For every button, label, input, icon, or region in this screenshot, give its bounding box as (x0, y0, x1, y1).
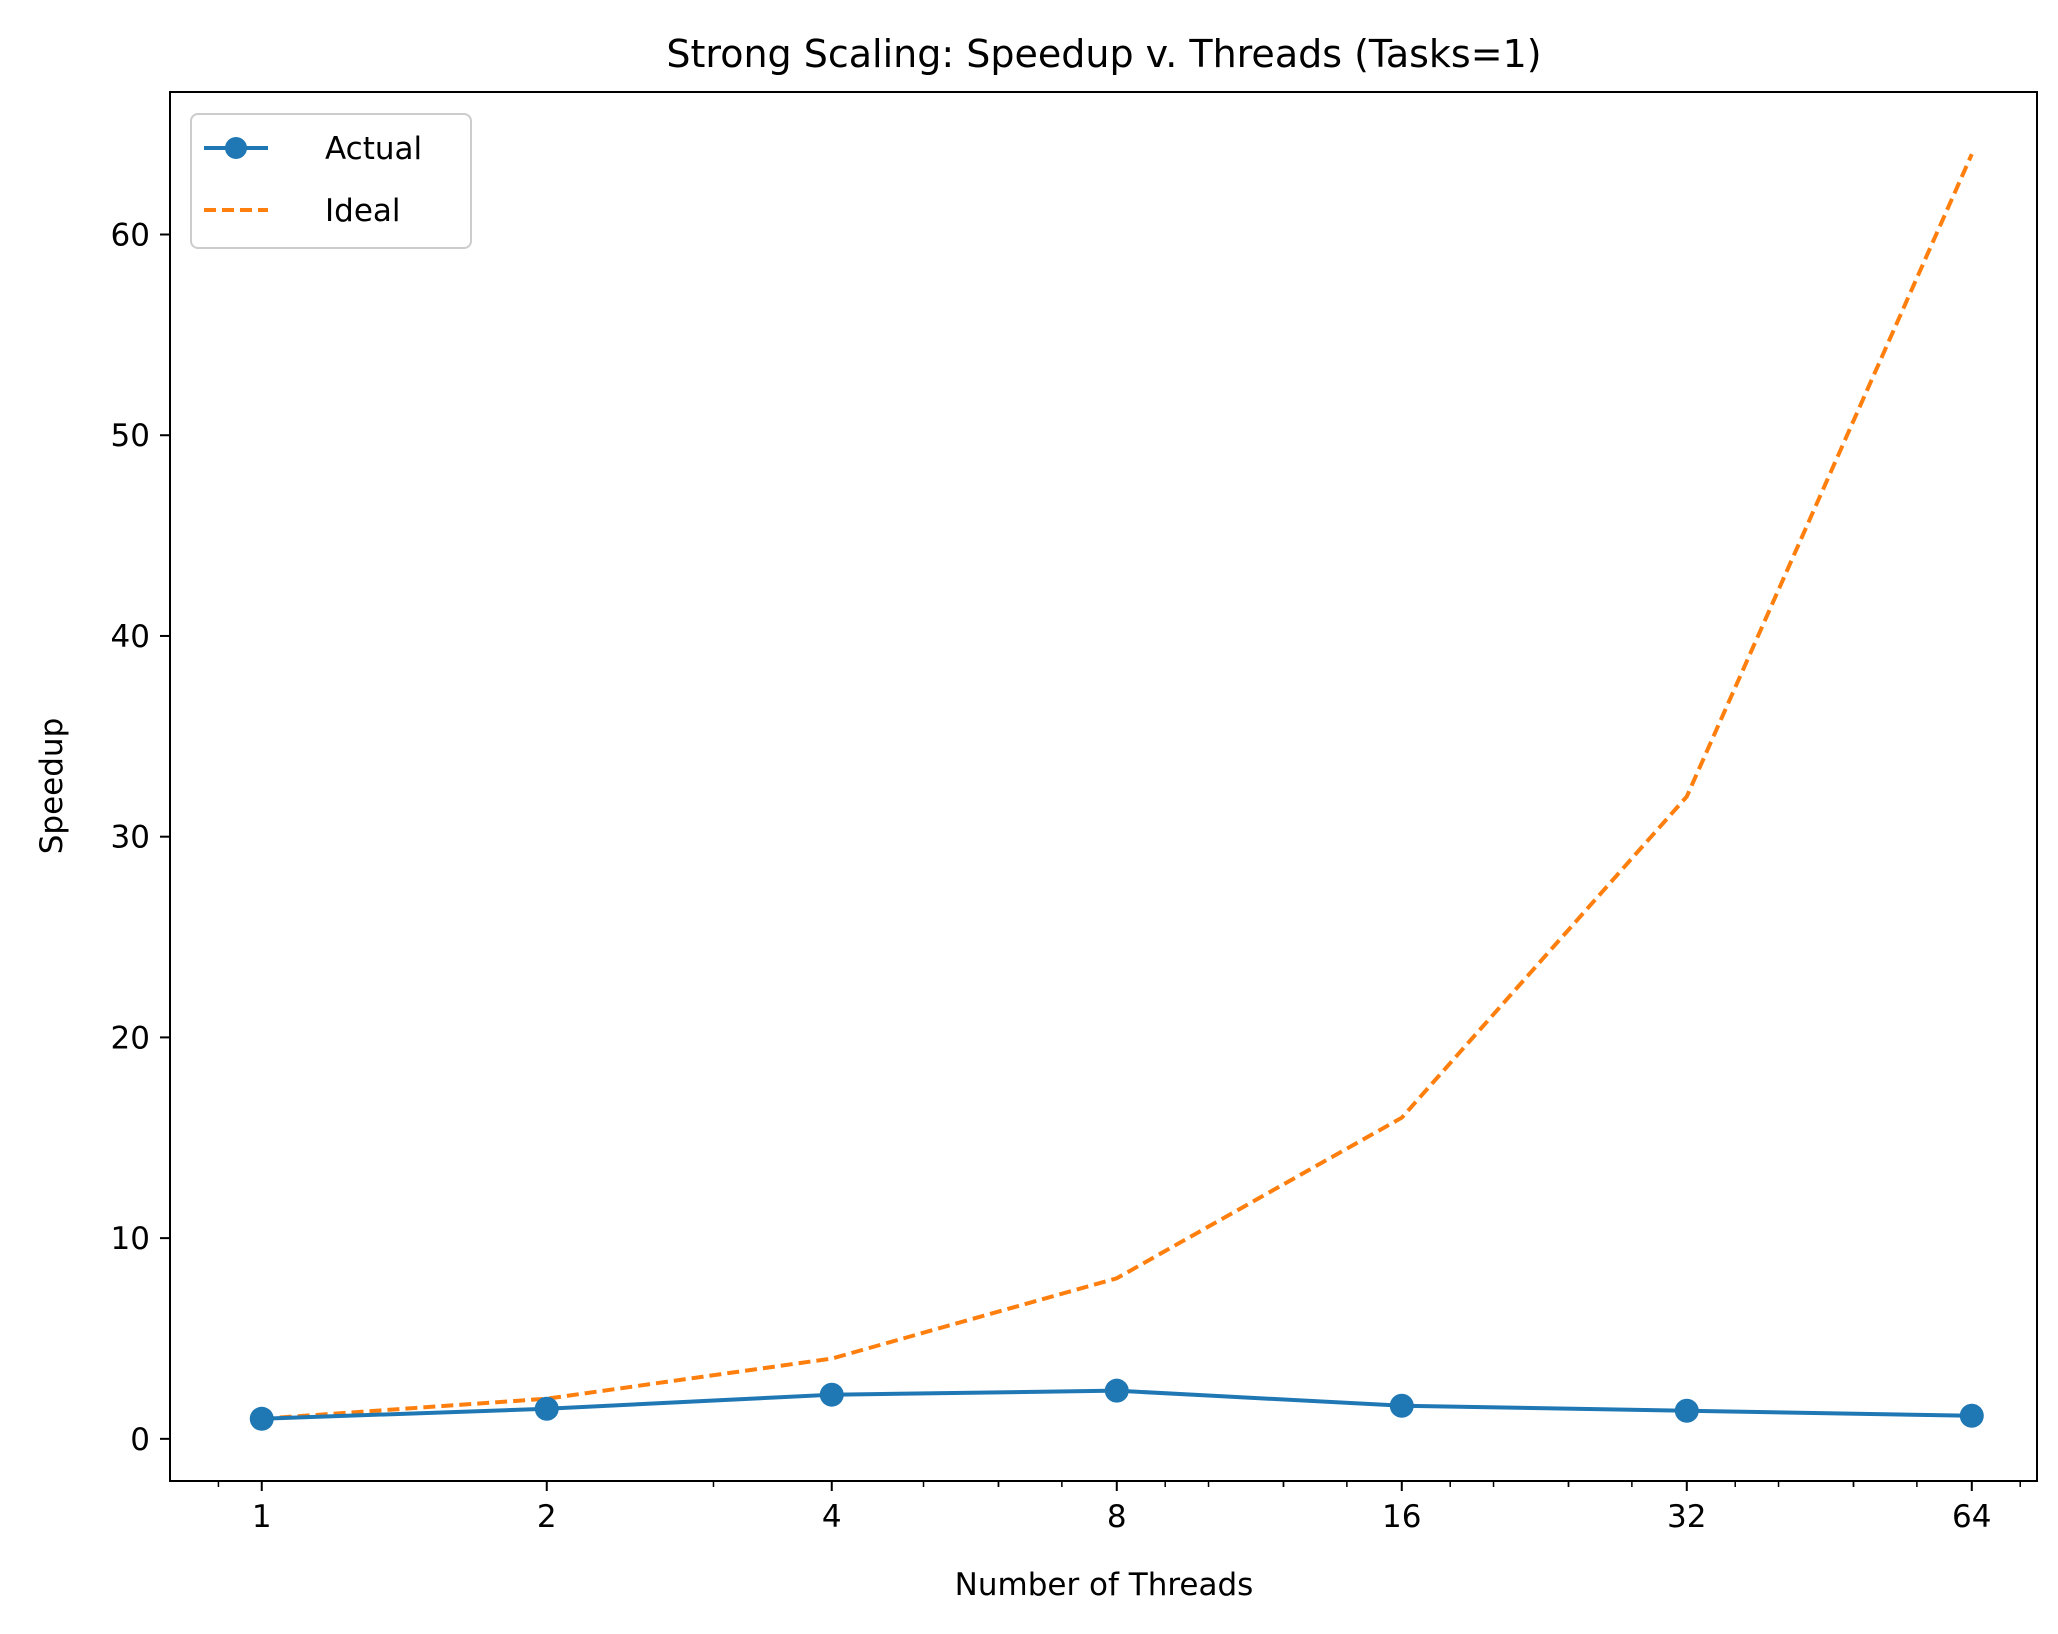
data-point-actual (1959, 1403, 1984, 1428)
x-tick-label: 16 (1382, 1499, 1421, 1535)
legend-actual-label: Actual (325, 131, 422, 167)
data-point-actual (249, 1406, 274, 1431)
chart-title: Strong Scaling: Speedup v. Threads (Task… (666, 32, 1541, 76)
data-point-actual (534, 1396, 559, 1421)
x-tick-label: 2 (537, 1499, 557, 1535)
data-point-actual (1389, 1393, 1414, 1418)
series-line-ideal (261, 153, 1974, 1421)
y-axis-label: Speedup (34, 718, 70, 855)
y-tick-label: 50 (111, 418, 150, 454)
x-tick-label: 1 (252, 1499, 272, 1535)
x-axis-ticks: 1 2 4 8 16 32 64 (217, 1481, 2021, 1535)
y-tick-label: 40 (111, 619, 150, 655)
x-tick-label: 32 (1667, 1499, 1706, 1535)
legend-ideal-label: Ideal (325, 193, 401, 229)
y-tick-label: 60 (111, 218, 150, 254)
data-point-actual (1674, 1398, 1699, 1423)
x-axis-label: Number of Threads (955, 1567, 1254, 1603)
plot-lines (249, 153, 1984, 1431)
x-tick-label: 4 (822, 1499, 842, 1535)
plot-frame (169, 91, 2038, 1482)
data-point-actual (819, 1382, 844, 1407)
y-tick-label: 20 (111, 1020, 150, 1056)
data-point-actual (1104, 1378, 1129, 1403)
x-tick-label: 8 (1107, 1499, 1127, 1535)
x-tick-label: 64 (1952, 1499, 1991, 1535)
legend-actual-marker (225, 137, 247, 159)
y-tick-label: 30 (111, 820, 150, 856)
y-tick-label: 0 (130, 1422, 150, 1458)
y-axis-ticks: 0 10 20 30 40 50 60 (111, 218, 170, 1458)
y-tick-label: 10 (111, 1221, 150, 1257)
legend: Actual Ideal (190, 113, 472, 249)
